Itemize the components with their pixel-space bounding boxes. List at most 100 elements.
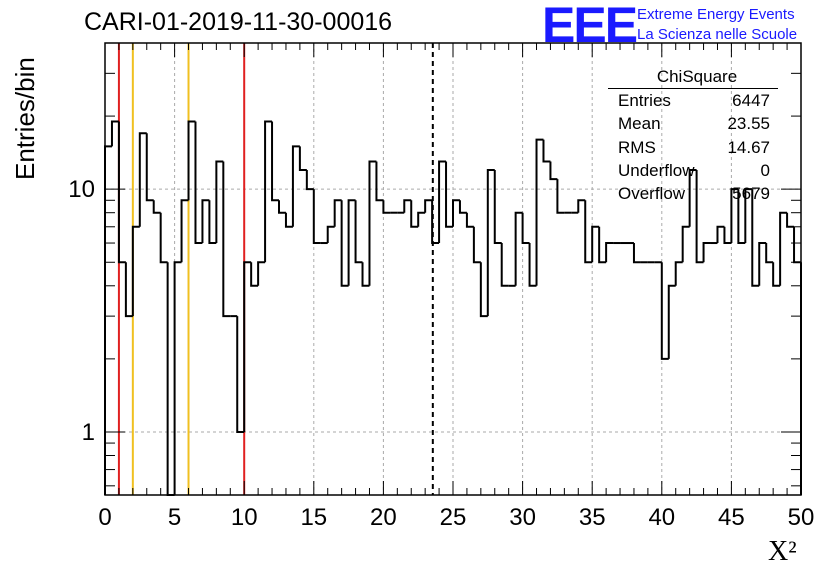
stats-label: Entries — [618, 91, 671, 110]
y-tick-label: 1 — [82, 419, 95, 446]
x-tick-label: 20 — [370, 504, 397, 531]
histogram-bin — [236, 316, 245, 433]
histogram-bin — [465, 212, 474, 228]
x-tick-label: 25 — [440, 504, 467, 531]
histogram-bin — [215, 160, 224, 244]
histogram-bin — [250, 262, 259, 287]
histogram-bin — [445, 161, 453, 228]
histogram-bin — [500, 243, 509, 287]
histogram-bin — [528, 243, 537, 287]
histogram-bin — [702, 242, 711, 263]
stats-value: 6447 — [732, 91, 770, 110]
logo-caption-line1: Extreme Energy Events — [637, 6, 795, 23]
histogram-bin — [284, 212, 293, 228]
histogram-bin — [744, 188, 753, 244]
histogram-bin — [354, 200, 363, 264]
histogram-bin — [758, 242, 767, 286]
histogram-bin — [187, 120, 196, 201]
histogram-bin — [438, 160, 447, 244]
histogram-bin — [556, 179, 565, 214]
histogram-bin — [222, 161, 231, 318]
histogram-bin — [264, 120, 273, 263]
histogram-bin — [584, 200, 593, 264]
histogram-bin — [410, 200, 419, 228]
histogram-bin — [660, 262, 669, 360]
histogram-bin — [347, 199, 356, 286]
x-tick-label: 40 — [648, 504, 675, 531]
histogram-bin — [605, 242, 614, 263]
x-tick-label: 35 — [579, 504, 606, 531]
histogram-bin — [730, 188, 739, 244]
stats-value: 0 — [760, 160, 770, 180]
x-tick-label: 45 — [718, 504, 745, 531]
stats-row-mean: Mean 23.55 — [608, 112, 778, 135]
histogram-bin — [786, 212, 795, 228]
stats-row-rms: RMS 14.67 — [608, 136, 778, 159]
histogram-bin — [340, 200, 349, 287]
histogram-bin — [577, 199, 586, 213]
histogram-bin — [737, 189, 746, 245]
histogram-bin — [751, 189, 760, 287]
x-tick-label: 5 — [168, 504, 181, 531]
histogram-bin — [159, 212, 168, 264]
logo-caption-line2: La Scienza nelle Scuole — [637, 26, 798, 43]
stats-label: Overflow — [618, 184, 686, 204]
histogram-bin — [542, 139, 551, 163]
histogram-bin — [479, 262, 488, 318]
histogram-bin — [361, 262, 370, 287]
histogram-bin — [208, 200, 217, 245]
histogram-bin — [243, 261, 252, 432]
histogram-bin — [632, 243, 641, 264]
histogram-bin — [173, 261, 182, 495]
histogram-bin — [375, 161, 384, 202]
histogram-bin — [382, 200, 391, 214]
histogram-bin — [674, 261, 683, 286]
histogram-bin — [521, 212, 530, 245]
histogram-bin — [145, 133, 154, 202]
histogram-bin — [333, 199, 342, 227]
histogram-bin — [716, 225, 725, 244]
histogram-bin — [403, 199, 412, 213]
histogram-bin — [779, 211, 788, 286]
histogram-bin — [486, 168, 495, 317]
x-axis-label: X² — [768, 536, 797, 567]
histogram-bin — [257, 261, 266, 286]
histogram-bin — [424, 199, 433, 213]
histogram-bin — [765, 243, 774, 264]
x-tick-label: 0 — [98, 504, 111, 531]
histogram-bin — [514, 211, 523, 286]
stats-value: 23.55 — [727, 114, 770, 134]
histogram-bin — [312, 189, 321, 245]
chart-title: CARI-01-2019-11-30-00016 — [84, 8, 393, 36]
histogram-bin — [667, 284, 676, 359]
x-tick-label: 30 — [509, 504, 536, 531]
stats-title: ChiSquare — [608, 66, 778, 89]
histogram-bin — [124, 262, 133, 318]
histogram-bin — [417, 211, 426, 227]
eee-logo: EEE — [542, 0, 638, 53]
histogram-bin — [278, 200, 286, 214]
histogram-bin — [793, 226, 801, 264]
histogram-bin — [131, 225, 140, 317]
logo-caption: Extreme Energy Events La Scienza nelle S… — [637, 5, 797, 45]
histogram-bin — [772, 262, 781, 287]
x-tick-label: 50 — [788, 504, 815, 531]
stats-row-overflow: Overflow 5679 — [608, 182, 778, 205]
stats-label: RMS — [618, 137, 656, 157]
histogram-bin — [326, 225, 335, 244]
histogram-bin — [291, 145, 300, 227]
histogram-bin — [535, 138, 544, 286]
histogram-bin — [681, 225, 690, 263]
histogram-bin — [458, 200, 467, 214]
histogram-bin — [298, 146, 307, 171]
histogram-bin — [138, 132, 147, 227]
stats-value: 5679 — [732, 184, 770, 204]
x-tick-label: 15 — [300, 504, 327, 531]
stats-label: Mean — [618, 114, 661, 134]
histogram-bin — [180, 199, 189, 263]
stats-row-underflow: Underflow 0 — [608, 159, 778, 182]
histogram-bin — [271, 121, 279, 202]
histogram-bin — [452, 199, 460, 227]
histogram-bin — [591, 225, 600, 263]
